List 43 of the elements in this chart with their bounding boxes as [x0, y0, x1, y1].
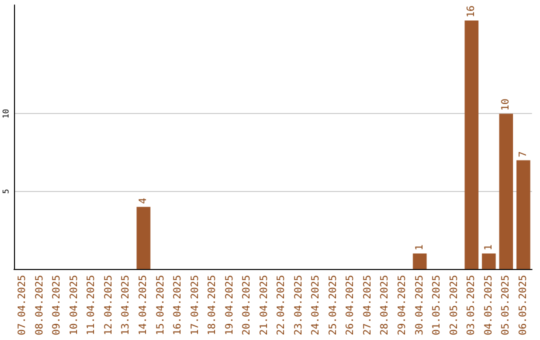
- data-label: 16: [466, 5, 478, 18]
- x-tick-label: 29.04.2025: [397, 275, 408, 336]
- data-label: 7: [518, 151, 529, 158]
- x-tick-label: 01.05.2025: [432, 275, 443, 336]
- x-tick-label: 27.04.2025: [362, 275, 374, 336]
- data-label: 4: [138, 198, 149, 204]
- x-tick-label: 12.04.2025: [103, 275, 114, 336]
- x-tick-label: 19.04.2025: [224, 275, 236, 336]
- x-tick-label: 24.04.2025: [310, 275, 322, 336]
- x-tick-label: 14.04.2025: [138, 275, 149, 336]
- x-tick-label: 23.04.2025: [293, 275, 304, 336]
- bar: [482, 253, 496, 269]
- x-tick-label: 17.04.2025: [190, 275, 201, 336]
- x-tick-label: 28.04.2025: [380, 275, 391, 336]
- data-label: 10: [500, 98, 512, 111]
- x-tick-label: 07.04.2025: [17, 275, 28, 336]
- x-tick-label: 21.04.2025: [258, 275, 270, 336]
- x-tick-label: 05.05.2025: [500, 275, 512, 336]
- x-tick-label: 08.04.2025: [34, 275, 46, 336]
- bar: [516, 160, 530, 269]
- bar: [464, 20, 478, 269]
- x-tick-label: 25.04.2025: [328, 275, 339, 336]
- data-label: 1: [483, 244, 494, 250]
- x-tick-label: 30.04.2025: [414, 275, 426, 336]
- x-tick-label: 10.04.2025: [68, 275, 80, 336]
- data-label: 1: [414, 244, 426, 250]
- bar: [412, 253, 427, 269]
- x-tick-label: 04.05.2025: [483, 275, 494, 336]
- x-tick-label: 20.04.2025: [242, 275, 253, 336]
- x-tick-label: 16.04.2025: [172, 275, 184, 336]
- bar: [136, 206, 150, 269]
- x-tick-label: 03.05.2025: [466, 275, 478, 336]
- x-tick-label: 22.04.2025: [276, 275, 288, 336]
- x-tick-label: 06.05.2025: [518, 275, 529, 336]
- x-tick-label: 26.04.2025: [345, 275, 356, 336]
- x-tick-label: 02.05.2025: [448, 275, 460, 336]
- bar: [499, 114, 514, 269]
- x-tick-label: 13.04.2025: [120, 275, 132, 336]
- y-tick-label: 5: [2, 188, 10, 194]
- x-tick-label: 11.04.2025: [86, 275, 98, 336]
- x-tick-label: 09.04.2025: [52, 275, 63, 336]
- x-tick-label: 18.04.2025: [207, 275, 218, 336]
- x-tick-label: 15.04.2025: [155, 275, 166, 336]
